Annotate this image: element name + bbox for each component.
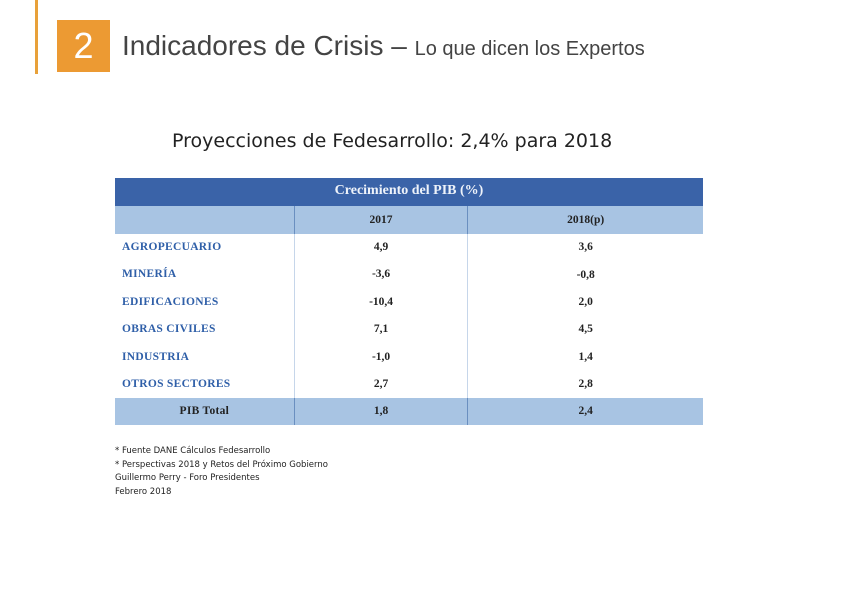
table-row: INDUSTRIA -1,0 1,4 (115, 343, 703, 371)
sector-label: MINERÍA (115, 261, 295, 289)
table-total-row: PIB Total 1,8 2,4 (115, 398, 703, 426)
table-column-header: 2017 2018(p) (115, 206, 703, 234)
value-2017: 2,7 (295, 370, 469, 399)
value-2017: -1,0 (295, 343, 469, 371)
table-row: OBRAS CIVILES 7,1 4,5 (115, 316, 703, 344)
value-2017: 7,1 (295, 316, 469, 344)
total-label: PIB Total (115, 398, 295, 426)
column-header-2017: 2017 (295, 206, 469, 234)
title-main: Indicadores de Crisis – (122, 30, 415, 61)
table-title: Crecimiento del PIB (%) (115, 178, 703, 206)
sector-label: INDUSTRIA (115, 343, 295, 371)
note-line: * Fuente DANE Cálculos Fedesarrollo (115, 446, 271, 456)
value-2018: -0,8 (576, 268, 595, 281)
source-notes: * Fuente DANE Cálculos Fedesarrollo * Pe… (115, 445, 328, 499)
value-2017: -10,4 (295, 288, 469, 317)
gdp-table: Crecimiento del PIB (%) 2017 2018(p) AGR… (115, 178, 703, 426)
column-header-sector (115, 206, 295, 234)
value-2018: 1,4 (578, 350, 593, 363)
note-line: Guillermo Perry - Foro Presidentes (115, 473, 260, 483)
column-header-2018: 2018(p) (567, 214, 605, 226)
table-row: EDIFICACIONES -10,4 2,0 (115, 288, 703, 317)
value-2018: 2,0 (578, 295, 593, 308)
value-2017: -3,6 (295, 261, 469, 289)
value-2018: 2,8 (578, 378, 593, 391)
note-line: Febrero 2018 (115, 486, 172, 497)
value-2018: 3,6 (578, 241, 593, 254)
slide-title: Indicadores de Crisis – Lo que dicen los… (122, 30, 645, 62)
sector-label: AGROPECUARIO (115, 234, 295, 262)
value-2017: 4,9 (295, 234, 469, 262)
accent-line (35, 0, 38, 74)
sector-label: OBRAS CIVILES (115, 316, 295, 344)
value-2018: 4,5 (578, 323, 593, 336)
table-row: MINERÍA -3,6 -0,8 (115, 261, 703, 289)
note-line: * Perspectivas 2018 y Retos del Próximo … (115, 459, 328, 470)
sector-label: OTROS SECTORES (115, 370, 295, 399)
table-row: OTROS SECTORES 2,7 2,8 (115, 370, 703, 399)
sector-label: EDIFICACIONES (115, 288, 295, 317)
table-row: AGROPECUARIO 4,9 3,6 (115, 234, 703, 262)
slide-subtitle: Proyecciones de Fedesarrollo: 2,4% para … (172, 130, 613, 152)
total-2018: 2,4 (578, 405, 593, 418)
title-sub: Lo que dicen los Expertos (414, 38, 645, 60)
total-2017: 1,8 (295, 398, 469, 426)
slide-number: 2 (57, 20, 110, 72)
